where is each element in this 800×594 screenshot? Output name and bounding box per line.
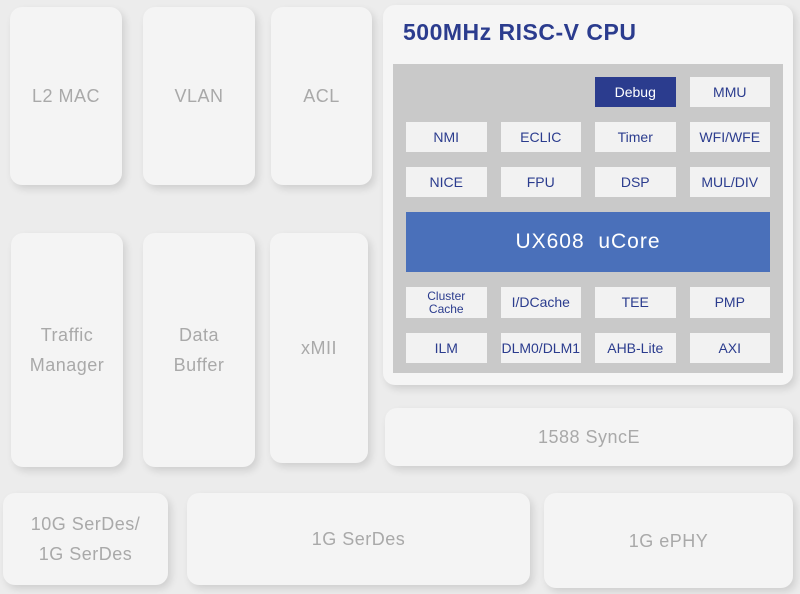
cpu-block-axi: AXI [689,333,770,363]
cpu-block-fpu: FPU [500,167,581,197]
block-data-buffer-label: Data Buffer [173,325,225,375]
cpu-block-eclic: ECLIC [500,122,581,152]
cpu-block-timer: Timer [595,122,676,152]
cpu-block-pmp: PMP [689,287,770,318]
block-acl: ACL [271,7,372,185]
cpu-title: 500MHz RISC-V CPU [403,19,637,45]
block-1g-ephy-label: 1G ePHY [628,530,709,551]
block-data-buffer: Data Buffer [143,233,255,467]
cpu-block-cluster-cache: Cluster Cache [406,287,487,318]
block-traffic-manager: Traffic Manager [11,233,123,467]
cpu-block-wfi-wfe: WFI/WFE [689,122,770,152]
block-vlan-label: VLAN [174,86,224,106]
cpu-block-ux608-ucore: UX608 uCore [406,212,770,272]
cpu-block-tee: TEE [595,287,676,318]
block-traffic-manager-label: Traffic Manager [29,325,105,375]
block-1g-serdes: 1G SerDes [187,493,530,585]
block-xmii-label: xMII [301,338,337,358]
block-vlan: VLAN [143,7,255,185]
cpu-block-ahb-lite: AHB-Lite [595,333,676,363]
block-10g-serdes-label: 10G SerDes/ 1G SerDes [30,514,141,564]
cpu-block-ilm: ILM [406,333,487,363]
cpu-block-mmu: MMU [689,77,770,107]
block-xmii: xMII [270,233,368,463]
block-1g-ephy: 1G ePHY [544,493,793,588]
cpu-block-nmi: NMI [406,122,487,152]
cpu-block-nice: NICE [406,167,487,197]
block-l2-mac-label: L2 MAC [31,86,101,106]
cpu-inner-grid: Debug MMU NMI ECLIC Timer WFI/WFE NICE F… [393,64,783,373]
cpu-block-idcache: I/DCache [500,287,581,318]
block-acl-label: ACL [303,86,340,106]
cpu-block-debug: Debug [595,77,676,107]
cpu-block-dlm0-dlm1: DLM0/DLM1 [500,333,581,363]
block-10g-serdes: 10G SerDes/ 1G SerDes [3,493,168,585]
block-1588-synce: 1588 SyncE [385,408,793,466]
cpu-panel: 500MHz RISC-V CPU Debug MMU NMI ECLIC Ti… [383,5,793,385]
block-1588-synce-label: 1588 SyncE [537,427,641,447]
cpu-block-mul-div: MUL/DIV [689,167,770,197]
block-1g-serdes-label: 1G SerDes [311,529,406,549]
cpu-block-dsp: DSP [595,167,676,197]
block-l2-mac: L2 MAC [10,7,122,185]
